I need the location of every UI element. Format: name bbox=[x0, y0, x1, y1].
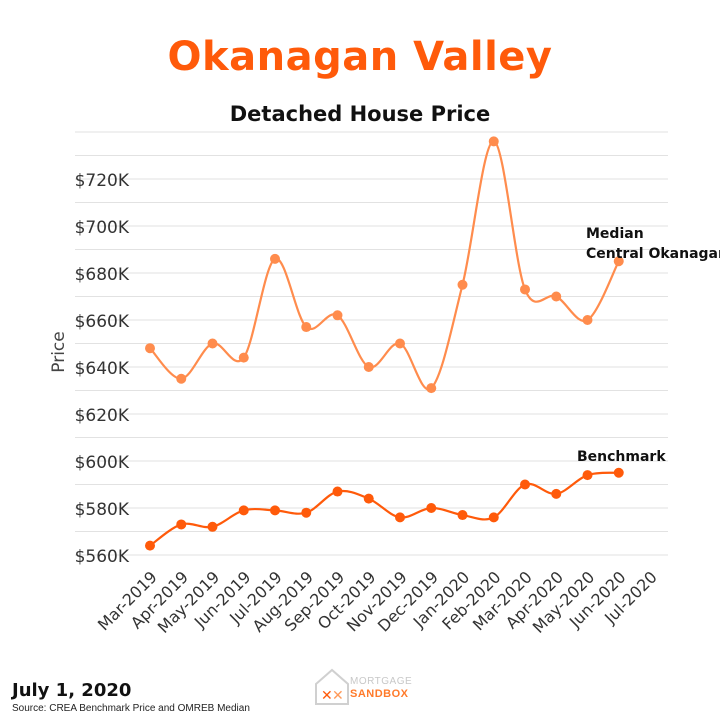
benchmark-data-point bbox=[363, 493, 374, 504]
median-data-point bbox=[613, 256, 624, 267]
benchmark-data-point bbox=[176, 519, 187, 530]
median-data-point bbox=[363, 362, 374, 372]
median-data-point bbox=[551, 291, 562, 302]
median-data-point bbox=[207, 338, 218, 349]
benchmark-data-point bbox=[332, 486, 343, 497]
y-tick-label: $680K bbox=[75, 265, 130, 285]
logo-text-top: MORTGAGE bbox=[350, 676, 413, 687]
benchmark-data-point bbox=[145, 540, 155, 551]
y-tick-label: $600K bbox=[75, 453, 130, 473]
benchmark-data-point bbox=[520, 479, 530, 490]
median-data-point bbox=[176, 373, 187, 384]
benchmark-data-point bbox=[457, 510, 468, 521]
benchmark-data-point bbox=[207, 521, 218, 532]
median-data-point bbox=[395, 338, 405, 349]
benchmark-data-point bbox=[426, 503, 437, 513]
benchmark-data-point bbox=[551, 488, 562, 499]
y-tick-label: $580K bbox=[75, 500, 130, 520]
svg-text:✕: ✕ bbox=[332, 688, 344, 704]
chart-title: Okanagan Valley bbox=[167, 34, 553, 80]
median-data-point bbox=[426, 383, 437, 394]
y-tick-label: $640K bbox=[75, 359, 130, 379]
benchmark-data-point bbox=[488, 512, 499, 523]
median-data-point bbox=[457, 279, 468, 290]
logo-text-bottom: SANDBOX bbox=[350, 688, 409, 700]
benchmark-data-point bbox=[270, 505, 280, 516]
source-note: Source: CREA Benchmark Price and OMREB M… bbox=[12, 703, 250, 714]
median-data-point bbox=[520, 284, 530, 295]
median-data-point bbox=[238, 352, 249, 363]
median-series-label: Median bbox=[586, 226, 644, 242]
median-series-label: Central Okanagan bbox=[586, 246, 720, 262]
benchmark-series-label: Benchmark bbox=[577, 449, 666, 465]
benchmark-data-point bbox=[238, 505, 249, 516]
benchmark-data-point bbox=[582, 470, 593, 481]
y-axis-label: Price bbox=[49, 331, 69, 372]
report-date: July 1, 2020 bbox=[12, 680, 132, 701]
median-data-point bbox=[270, 253, 280, 264]
median-data-point bbox=[582, 315, 593, 325]
benchmark-data-point bbox=[613, 467, 624, 478]
median-data-point bbox=[301, 322, 312, 333]
y-tick-label: $720K bbox=[75, 171, 130, 191]
median-data-point bbox=[488, 136, 499, 147]
y-tick-label: $620K bbox=[75, 406, 130, 426]
xx-house-logo-icon: ✕ ✕ bbox=[315, 668, 349, 705]
benchmark-data-point bbox=[395, 512, 405, 523]
y-tick-label: $560K bbox=[75, 547, 130, 567]
mortgage-sandbox-logo: ✕ ✕ MORTGAGE SANDBOX bbox=[312, 664, 422, 708]
chart-subtitle: Detached House Price bbox=[229, 102, 491, 126]
benchmark-data-point bbox=[301, 507, 312, 518]
median-data-point bbox=[332, 310, 343, 321]
svg-text:✕: ✕ bbox=[321, 688, 333, 704]
y-tick-label: $700K bbox=[75, 218, 130, 238]
y-tick-label: $660K bbox=[75, 312, 130, 332]
benchmark-series-line bbox=[149, 471, 619, 547]
median-data-point bbox=[145, 343, 155, 354]
